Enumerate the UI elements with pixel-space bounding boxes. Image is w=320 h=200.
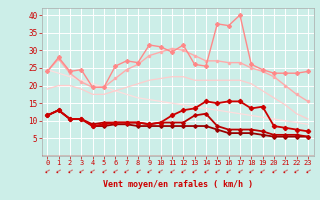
Text: ↙: ↙ [67, 168, 73, 175]
Text: ↙: ↙ [146, 168, 153, 175]
Text: ↙: ↙ [78, 168, 85, 175]
X-axis label: Vent moyen/en rafales ( km/h ): Vent moyen/en rafales ( km/h ) [103, 180, 252, 189]
Text: ↙: ↙ [236, 168, 243, 175]
Text: ↙: ↙ [191, 168, 198, 175]
Text: ↙: ↙ [169, 168, 175, 175]
Text: ↙: ↙ [100, 168, 107, 175]
Text: ↙: ↙ [225, 168, 232, 175]
Text: ↙: ↙ [305, 168, 311, 175]
Text: ↙: ↙ [293, 168, 300, 175]
Text: ↙: ↙ [270, 168, 277, 175]
Text: ↙: ↙ [157, 168, 164, 175]
Text: ↙: ↙ [248, 168, 255, 175]
Text: ↙: ↙ [55, 168, 62, 175]
Text: ↙: ↙ [134, 168, 141, 175]
Text: ↙: ↙ [89, 168, 96, 175]
Text: ↙: ↙ [259, 168, 266, 175]
Text: ↙: ↙ [112, 168, 119, 175]
Text: ↙: ↙ [44, 168, 51, 175]
Text: ↙: ↙ [282, 168, 289, 175]
Text: ↙: ↙ [180, 168, 187, 175]
Text: ↙: ↙ [214, 168, 221, 175]
Text: ↙: ↙ [123, 168, 130, 175]
Text: ↙: ↙ [203, 168, 209, 175]
